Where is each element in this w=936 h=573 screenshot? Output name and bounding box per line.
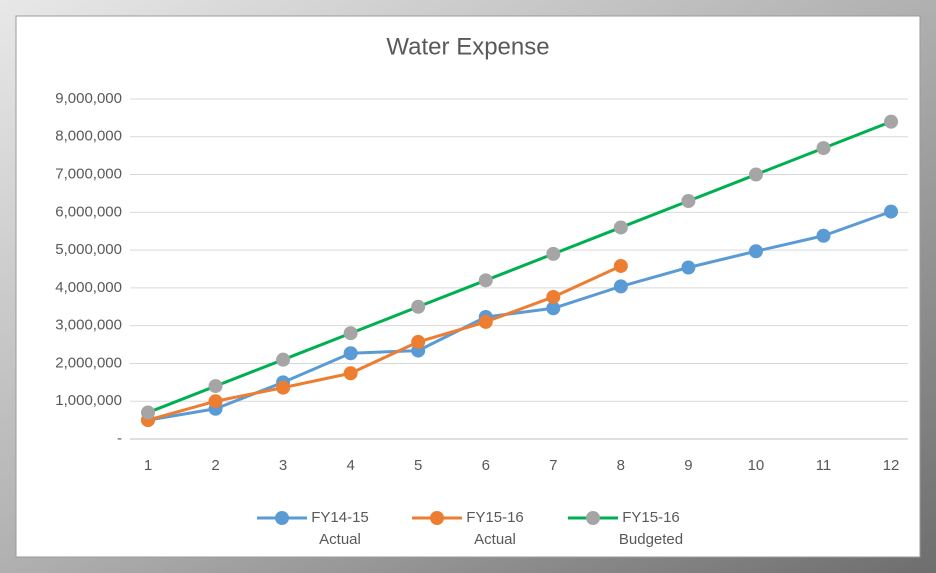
x-tick-label: 9: [684, 457, 692, 474]
marker: [816, 228, 831, 243]
marker: [478, 314, 493, 329]
x-tick-label: 12: [883, 457, 900, 474]
marker: [411, 299, 426, 314]
marker: [748, 167, 763, 182]
marker: [141, 405, 155, 420]
series-line: [147, 120, 892, 414]
marker: [478, 273, 493, 288]
x-tick-label: 8: [617, 457, 625, 474]
marker: [276, 380, 291, 395]
y-tick-label: 2,000,000: [55, 354, 122, 371]
x-tick-label: 7: [549, 457, 557, 474]
series-line: [147, 210, 892, 422]
y-tick-label: 7,000,000: [55, 166, 122, 183]
marker: [613, 279, 628, 294]
x-tick-label: 6: [482, 457, 490, 474]
x-tick-label: 4: [346, 457, 354, 474]
x-tick-label: 1: [144, 457, 152, 474]
x-tick-label: 10: [748, 457, 765, 474]
marker: [343, 346, 358, 361]
y-tick-label: 8,000,000: [55, 128, 122, 145]
y-tick-label: 6,000,000: [55, 203, 122, 220]
marker: [884, 204, 899, 219]
marker: [748, 244, 763, 259]
legend-label: FY14-15 Actual: [311, 509, 369, 548]
y-tick-label: 5,000,000: [55, 241, 122, 258]
marker: [613, 220, 628, 235]
legend-marker: [430, 511, 444, 525]
marker: [884, 114, 899, 129]
y-tick-label: 9,000,000: [55, 90, 122, 107]
y-tick-label: 4,000,000: [55, 279, 122, 296]
x-tick-label: 2: [211, 457, 219, 474]
legend-label: FY15-16 Actual: [466, 509, 524, 548]
chart-title: Water Expense: [386, 33, 549, 60]
x-tick-label: 5: [414, 457, 422, 474]
marker: [546, 289, 561, 304]
x-tick-label: 11: [816, 457, 832, 474]
marker: [816, 141, 831, 156]
x-tick-label: 3: [279, 457, 287, 474]
legend-marker: [275, 511, 289, 525]
marker: [276, 352, 291, 367]
marker: [546, 301, 561, 316]
marker: [208, 379, 223, 394]
marker: [411, 334, 426, 349]
marker: [613, 258, 628, 273]
marker: [208, 394, 223, 409]
y-tick-label: 3,000,000: [55, 317, 122, 334]
marker: [681, 260, 696, 275]
marker: [343, 366, 358, 381]
marker: [681, 194, 696, 208]
legend-marker: [586, 511, 600, 525]
series-line: [147, 264, 622, 422]
y-tick-label: -: [117, 430, 122, 447]
marker: [546, 246, 561, 261]
marker: [343, 326, 358, 341]
y-tick-label: 1,000,000: [55, 392, 122, 409]
legend-label: FY15-16 Budgeted: [618, 509, 684, 548]
